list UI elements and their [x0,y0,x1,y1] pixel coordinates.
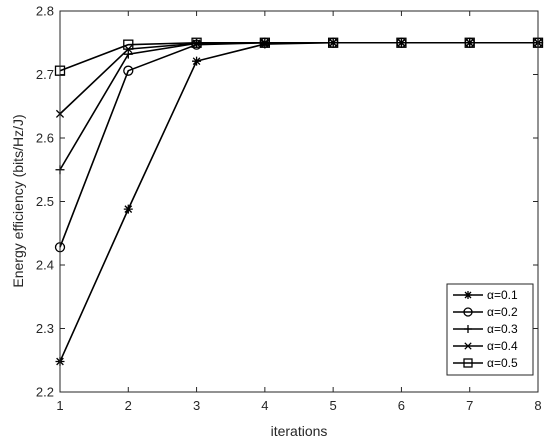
legend-item: α=0.5 [453,356,518,370]
data-point-plus-marker [123,49,133,59]
x-tick-label: 5 [330,398,337,413]
x-tick-label: 1 [56,398,63,413]
legend-item: α=0.2 [453,305,518,319]
legend-plus-marker [464,325,472,333]
data-point-square-marker [464,37,475,48]
series-layer [54,37,544,367]
data-point-asterisk-marker [192,56,202,66]
legend-label: α=0.4 [487,339,518,353]
legend-cross-marker [464,342,472,350]
y-tick-label: 2.5 [36,194,54,209]
y-axis-label: Energy efficiency (bits/Hz/J) [10,114,26,287]
data-point-square-marker [123,39,134,50]
y-tick-label: 2.8 [36,4,54,19]
legend-label: α=0.3 [487,322,518,336]
y-tick-label: 2.4 [36,258,54,273]
data-point-square-marker [396,37,407,48]
legend-item: α=0.3 [453,322,518,336]
legend-item: α=0.4 [453,339,518,353]
x-tick-label: 4 [261,398,268,413]
legend: α=0.1 α=0.2 α=0.3 α=0.4 α=0.5 [446,283,534,376]
tick-labels: 1 2 3 4 5 6 7 8 2.2 2.3 2.4 2.5 2.6 2.7 2.8 [36,4,542,414]
x-tick-label: 2 [125,398,132,413]
plot-frame [59,10,539,393]
x-tick-label: 3 [193,398,200,413]
y-tick-label: 2.7 [36,67,54,82]
legend-item: α=0.1 [453,288,518,302]
x-tick-label: 6 [398,398,405,413]
legend-square-marker [463,358,473,368]
data-point-square-marker [259,37,271,48]
series-line [59,41,538,72]
legend-label: α=0.1 [487,288,518,302]
data-point-asterisk-marker [123,204,133,214]
legend-asterisk-marker [464,291,472,299]
legend-circle-marker [463,307,473,317]
x-tick-label: 8 [534,398,541,413]
legend-label: α=0.5 [487,356,518,370]
legend-label: α=0.2 [487,305,518,319]
y-tick-label: 2.2 [36,385,54,400]
data-point-circle-marker [123,65,134,76]
x-tick-label: 7 [466,398,473,413]
data-point-square-marker [191,37,202,48]
y-tick-label: 2.6 [36,131,54,146]
y-tick-label: 2.3 [36,321,54,336]
x-axis-label: iterations [271,423,328,439]
data-point-square-marker [327,37,339,48]
